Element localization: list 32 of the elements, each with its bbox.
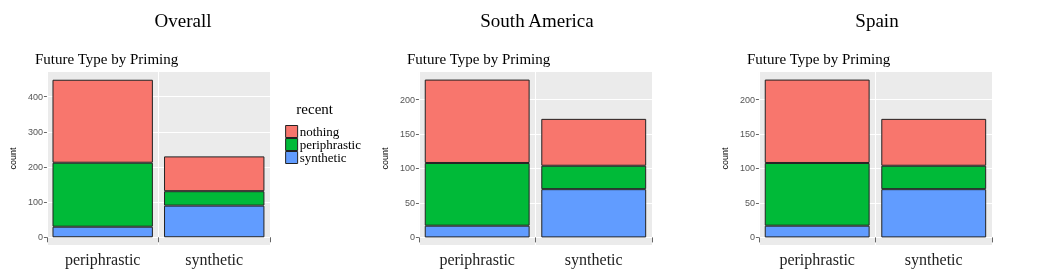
y-tick-label: 0	[37, 232, 43, 243]
y-tick-label: 300	[27, 126, 43, 137]
y-axis-title: count	[379, 147, 390, 170]
y-tick-label: 150	[399, 129, 415, 140]
chart-subtitle: Future Type by Priming	[35, 50, 179, 67]
x-tick-label: periphrastic	[64, 250, 141, 269]
chart-subtitle: Future Type by Priming	[407, 50, 551, 67]
chart-title: South America	[480, 10, 595, 31]
x-tick-label: periphrastic	[439, 250, 515, 269]
y-tick-label: 150	[739, 129, 755, 140]
chart-title: Overall	[154, 10, 212, 31]
y-tick-label: 50	[404, 197, 415, 208]
y-tick-label: 0	[749, 232, 755, 243]
y-tick-label: 400	[27, 91, 43, 102]
x-tick-label: periphrastic	[779, 250, 855, 269]
y-tick-label: 200	[739, 94, 755, 105]
legend-label: nothing	[299, 124, 340, 139]
y-axis-title: count	[7, 147, 18, 170]
y-tick-label: 50	[744, 197, 755, 208]
y-tick-label: 200	[399, 94, 415, 105]
y-axis-title: count	[719, 147, 730, 170]
legend-title: recent	[296, 100, 334, 117]
y-tick-label: 200	[27, 161, 43, 172]
y-tick-label: 100	[739, 163, 755, 174]
chart-title: Spain	[855, 10, 900, 31]
y-tick-label: 100	[27, 197, 43, 208]
y-tick-label: 0	[409, 232, 415, 243]
chart-subtitle: Future Type by Priming	[747, 50, 891, 67]
x-tick-label: synthetic	[564, 250, 623, 269]
x-tick-label: synthetic	[904, 250, 963, 269]
y-tick-label: 100	[399, 163, 415, 174]
x-tick-label: synthetic	[185, 250, 244, 269]
